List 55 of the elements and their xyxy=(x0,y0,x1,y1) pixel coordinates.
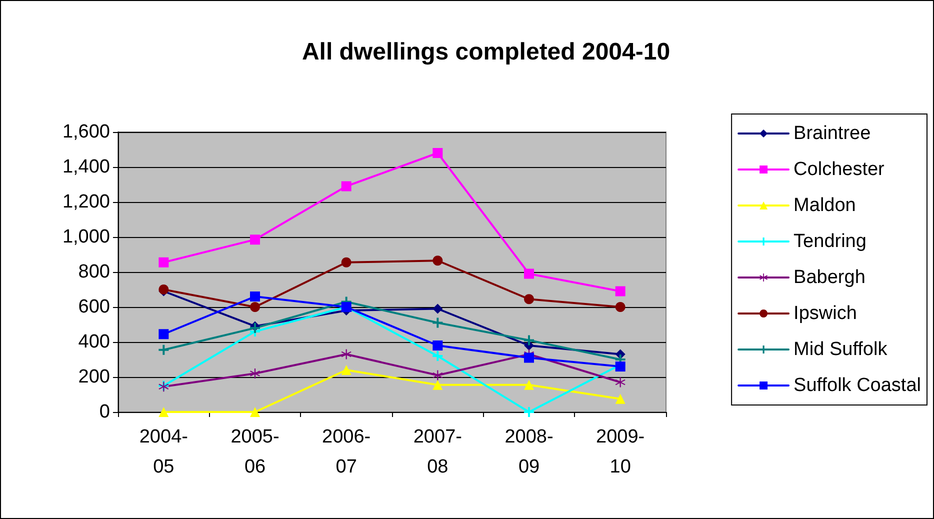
y-tick-label: 800 xyxy=(78,262,110,282)
point xyxy=(524,352,534,363)
point xyxy=(524,380,534,390)
point xyxy=(158,329,169,340)
x-tick-label: 2009-10 xyxy=(596,426,645,478)
point xyxy=(432,318,443,328)
legend-label: Colchester xyxy=(794,159,886,180)
point xyxy=(524,407,534,417)
point xyxy=(341,349,352,360)
x-tick-label: 2008-09 xyxy=(504,426,554,478)
point xyxy=(341,181,352,192)
point xyxy=(432,304,443,314)
y-tick-label: 1,000 xyxy=(62,226,110,248)
y-tick-label: 0 xyxy=(99,402,110,422)
x-tick-label: 2006-07 xyxy=(322,426,371,478)
legend-label: Suffolk Coastal xyxy=(794,375,922,396)
legend-label: Babergh xyxy=(794,267,866,288)
y-tick-label: 600 xyxy=(78,296,110,318)
y-tick-label: 1,600 xyxy=(62,122,110,142)
point xyxy=(432,256,443,266)
point xyxy=(250,292,260,302)
point xyxy=(615,302,626,312)
point xyxy=(432,148,443,158)
point xyxy=(341,257,352,268)
point xyxy=(158,407,169,417)
legend-label: Braintree xyxy=(794,123,871,144)
point xyxy=(158,344,169,355)
point xyxy=(615,394,626,404)
point xyxy=(432,351,443,361)
point xyxy=(524,294,534,304)
legend-label: Mid Suffolk xyxy=(794,339,888,360)
point xyxy=(250,302,260,312)
point xyxy=(432,370,443,380)
chart-title: All dwellings completed 2004-10 xyxy=(302,38,670,66)
y-tick-label: 1,400 xyxy=(62,156,110,178)
y-tick-label: 200 xyxy=(78,366,110,388)
point xyxy=(524,335,534,346)
x-tick-label: 2004-05 xyxy=(139,426,188,478)
point xyxy=(250,407,260,417)
point xyxy=(341,365,352,375)
legend-label: Tendring xyxy=(794,231,866,252)
point xyxy=(524,268,534,279)
point xyxy=(250,368,260,378)
y-tick-label: 400 xyxy=(78,332,110,352)
point xyxy=(615,286,626,296)
point xyxy=(615,377,626,388)
point xyxy=(250,234,260,245)
x-tick-label: 2007-08 xyxy=(413,426,462,478)
point xyxy=(432,380,443,390)
point xyxy=(432,340,443,350)
legend-label: Maldon xyxy=(794,195,856,216)
x-tick-label: 2005-06 xyxy=(230,426,280,478)
legend-label: Ipswich xyxy=(794,303,857,324)
point xyxy=(158,257,169,268)
y-tick-label: 1,200 xyxy=(62,192,110,212)
